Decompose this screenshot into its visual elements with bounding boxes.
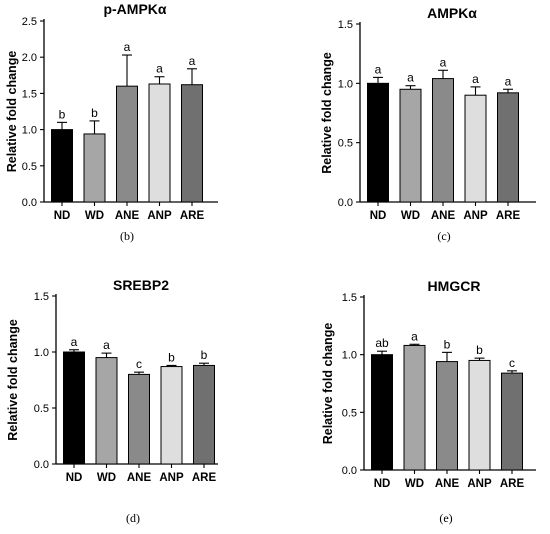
category-label: ARE [496,210,521,222]
significance-label: b [168,350,175,364]
panel-label: (d) [126,511,140,525]
category-label: ND [54,210,71,222]
bar-wd [399,88,422,203]
significance-label: c [136,357,142,371]
bar-nd [371,354,393,471]
panel-label: (e) [439,511,452,525]
category-label: ARE [180,210,205,222]
bar-are [193,364,215,465]
y-tick-label: 1.0 [342,350,357,362]
y-tick-label: 1.0 [34,347,49,359]
panel-label: (c) [437,229,450,243]
y-tick-label: 0.0 [342,465,357,477]
bar-anp [468,359,491,471]
category-label: WD [405,478,424,490]
y-tick-label: 1.5 [22,88,37,100]
significance-label: a [407,71,414,85]
y-tick-label: 0.0 [34,459,49,471]
significance-label: a [189,54,196,68]
category-label: ANP [159,472,184,484]
significance-label: a [71,335,78,349]
significance-label: ab [375,336,389,350]
bar-ane [436,361,458,471]
significance-label: a [505,74,512,88]
bar-wd [403,344,426,471]
bar-ane [128,373,150,465]
category-label: ANP [463,210,488,222]
category-label: ANE [431,210,456,222]
category-label: ND [374,478,391,490]
panel-ampka: 0.0 0.5 1.0 1.5 AMPKα Relative fold change a ND… [320,5,536,243]
significance-label: a [375,62,382,76]
y-tick-label: 2.0 [22,52,37,64]
significance-label: a [411,329,418,343]
bar-are [181,84,203,203]
y-tick-label: 0.5 [34,403,49,415]
significance-label: b [91,106,98,120]
y-tick-label: 1.0 [338,78,353,90]
chart-title: SREBP2 [113,277,169,293]
significance-label: b [444,337,451,351]
y-tick-label: 2.5 [22,16,37,28]
significance-label: a [156,62,163,76]
chart-title: AMPKα [427,5,477,21]
significance-label: a [103,338,110,352]
category-label: WD [401,210,420,222]
significance-label: b [59,107,66,121]
significance-label: b [476,343,483,357]
significance-label: a [440,55,447,69]
bar-ane [116,85,138,203]
y-tick-label: 0.0 [22,197,37,209]
significance-label: a [124,40,131,54]
category-label: ANP [147,210,172,222]
panel-srebp2: 0.0 0.5 1.0 1.5 SREBP2 Relative fold change a N… [6,277,218,525]
bar-nd [367,82,389,203]
y-axis-label: Relative fold change [5,51,19,173]
category-label: WD [85,210,104,222]
y-tick-label: 0.5 [342,407,357,419]
category-label: ARE [192,472,217,484]
category-label: ANE [127,472,152,484]
chart-title: p-AMPKα [103,1,166,17]
y-tick-label: 1.5 [342,292,357,304]
y-tick-label: 1.5 [338,19,353,31]
bar-are [501,372,523,471]
bar-nd [63,351,85,465]
bar-ane [432,78,454,203]
significance-label: a [472,72,479,86]
y-tick-label: 1.0 [22,125,37,137]
category-label: ANE [435,478,460,490]
panel-p-ampka: 0.0 0.5 1.0 1.5 2.0 2.5 p-AMPKα Relative fold c… [5,1,218,243]
y-axis-label: Relative fold change [6,319,20,441]
bar-nd [51,129,73,203]
panel-label: (b) [120,229,134,243]
category-label: WD [97,472,116,484]
category-label: ANP [467,478,492,490]
category-label: ND [370,210,387,222]
category-label: ND [66,472,83,484]
bar-are [497,92,519,203]
y-tick-label: 1.5 [34,291,49,303]
category-label: ARE [500,478,525,490]
bar-anp [464,94,487,203]
y-tick-label: 0.0 [338,197,353,209]
y-tick-label: 0.5 [338,138,353,150]
chart-title: HMGCR [428,278,481,294]
y-axis-label: Relative fold change [321,323,335,445]
bar-wd [95,357,118,465]
y-axis-label: Relative fold change [320,52,334,174]
bar-wd [83,133,106,203]
significance-label: b [201,348,208,362]
significance-label: c [509,356,515,370]
bar-anp [148,83,171,203]
bar-anp [160,366,183,465]
y-tick-label: 0.5 [22,161,37,173]
category-label: ANE [115,210,140,222]
